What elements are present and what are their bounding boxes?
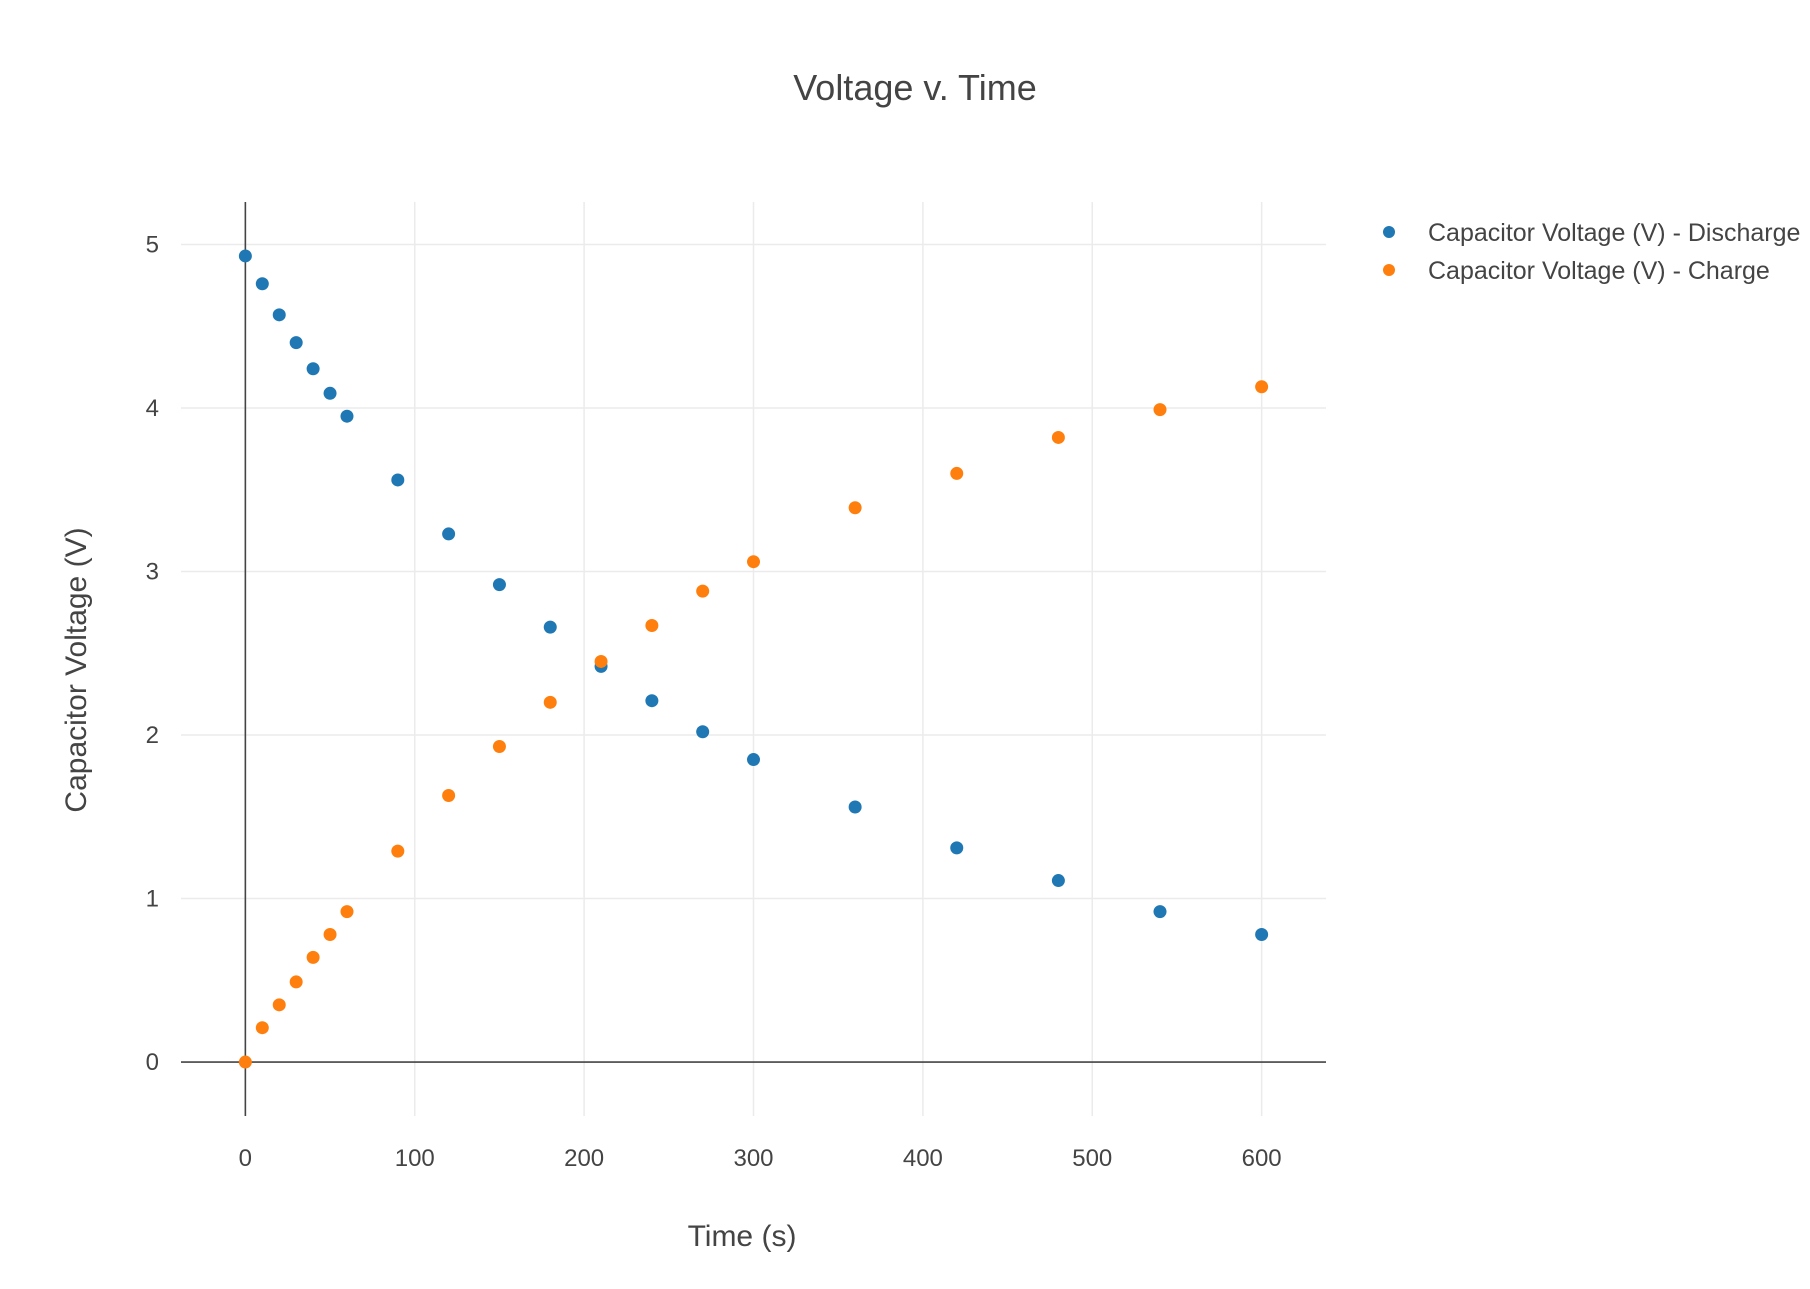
data-point-discharge[interactable]: [442, 527, 456, 541]
data-point-discharge[interactable]: [272, 308, 286, 322]
legend-item-discharge[interactable]: Capacitor Voltage (V) - Discharge: [1383, 219, 1800, 247]
data-point-charge[interactable]: [645, 618, 659, 632]
x-tick-label: 300: [733, 1145, 773, 1172]
y-axis-title: Capacitor Voltage (V): [60, 527, 93, 812]
data-point-charge[interactable]: [543, 695, 557, 709]
data-point-charge[interactable]: [340, 905, 354, 919]
legend-marker-discharge: [1383, 226, 1395, 238]
data-point-charge[interactable]: [1051, 430, 1065, 444]
data-point-charge[interactable]: [272, 998, 286, 1012]
data-points: [238, 249, 1269, 1069]
data-point-charge[interactable]: [848, 501, 862, 515]
data-point-charge[interactable]: [306, 950, 320, 964]
legend-marker-charge: [1383, 264, 1395, 276]
zero-lines: [181, 202, 1326, 1116]
data-point-discharge[interactable]: [289, 336, 303, 350]
x-axis-title: Time (s): [688, 1220, 797, 1253]
data-point-discharge[interactable]: [645, 694, 659, 708]
x-tick-labels: 0 100 200 300 400 500 600: [239, 1145, 1282, 1172]
x-tick-label: 100: [395, 1145, 435, 1172]
grid-lines: [181, 202, 1326, 1116]
x-tick-label: 400: [903, 1145, 943, 1172]
data-point-charge[interactable]: [442, 789, 456, 803]
data-point-discharge[interactable]: [391, 473, 405, 487]
y-tick-label: 2: [146, 722, 159, 749]
data-point-charge[interactable]: [696, 584, 710, 598]
x-tick-label: 0: [239, 1145, 252, 1172]
data-point-charge[interactable]: [747, 555, 760, 569]
data-point-discharge[interactable]: [323, 386, 337, 400]
data-point-discharge[interactable]: [1051, 874, 1065, 888]
data-point-discharge[interactable]: [848, 800, 862, 814]
legend: Capacitor Voltage (V) - Discharge Capaci…: [1383, 219, 1800, 285]
data-point-charge[interactable]: [1255, 380, 1269, 394]
y-tick-label: 1: [146, 886, 159, 913]
chart-title: Voltage v. Time: [793, 67, 1036, 108]
legend-label-discharge: Capacitor Voltage (V) - Discharge: [1428, 219, 1800, 247]
y-tick-label: 5: [146, 232, 159, 259]
data-point-discharge[interactable]: [1153, 905, 1167, 919]
data-point-charge[interactable]: [289, 975, 303, 989]
y-tick-label: 0: [146, 1049, 159, 1076]
data-point-discharge[interactable]: [696, 725, 710, 739]
data-point-charge[interactable]: [391, 844, 405, 858]
x-tick-label: 500: [1072, 1145, 1112, 1172]
data-point-charge[interactable]: [950, 466, 964, 480]
data-point-discharge[interactable]: [950, 841, 964, 855]
data-point-discharge[interactable]: [747, 753, 760, 767]
data-point-discharge[interactable]: [492, 578, 506, 592]
data-point-charge[interactable]: [1153, 403, 1167, 417]
data-point-charge[interactable]: [323, 928, 337, 942]
x-tick-label: 600: [1242, 1145, 1282, 1172]
data-point-charge[interactable]: [594, 654, 608, 668]
data-point-discharge[interactable]: [1255, 928, 1269, 942]
legend-item-charge[interactable]: Capacitor Voltage (V) - Charge: [1383, 257, 1770, 285]
data-point-charge[interactable]: [238, 1055, 252, 1069]
y-tick-labels: 0 1 2 3 4 5: [146, 232, 159, 1077]
y-tick-label: 3: [146, 559, 159, 586]
data-point-charge[interactable]: [255, 1021, 269, 1035]
data-point-discharge[interactable]: [543, 620, 557, 634]
data-point-discharge[interactable]: [306, 362, 320, 376]
y-tick-label: 4: [146, 395, 159, 422]
data-point-discharge[interactable]: [255, 277, 269, 291]
data-point-charge[interactable]: [492, 739, 506, 753]
data-point-discharge[interactable]: [340, 409, 354, 423]
data-point-discharge[interactable]: [238, 249, 252, 263]
x-tick-label: 200: [564, 1145, 604, 1172]
legend-label-charge: Capacitor Voltage (V) - Charge: [1428, 257, 1770, 285]
